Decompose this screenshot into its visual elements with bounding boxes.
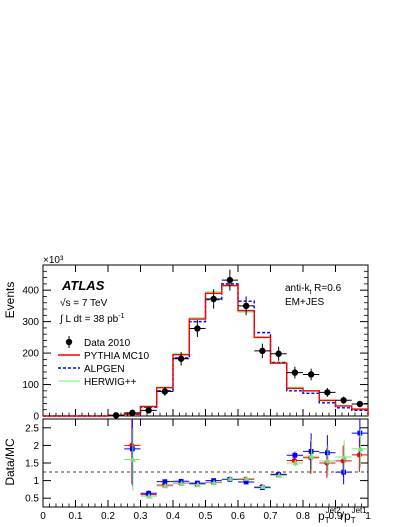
main-y-tick-label: 0 [33,412,39,423]
hist-alpgen [43,283,369,417]
ratio-point [292,452,298,458]
ratio-point [308,453,315,459]
main-y-tick-label: 100 [22,380,39,391]
ratio-point [129,456,136,462]
data-point [194,325,201,332]
ratio-point [178,480,185,486]
ratio-point [259,483,266,489]
jet-algorithm-text: anti-k [285,283,310,294]
legend: Data 2010 PYTHIA MC10 ALPGEN HERWIG++ [58,336,149,388]
x-label-sub: T [325,516,330,525]
data-point [259,347,266,355]
x-label-sup2: Jet1 [352,506,368,515]
ratio-y-tick-label: 2 [33,441,39,452]
ratio-point [243,475,250,481]
luminosity-label: ∫ L dt = 38 pb-1 [59,313,125,325]
ratio-point [324,457,331,464]
main-y-tick-label: 200 [22,349,39,360]
atlas-label: ATLAS [61,278,105,293]
calibration-label: EM+JES [285,297,325,308]
ratio-x-tick-label: 0.9 [329,511,343,522]
x-label-sup: Jet2 [326,506,342,515]
ratio-x-tick-label: 0.8 [296,511,310,522]
ratio-point [357,445,364,452]
ratio-point [276,472,283,478]
hist-pythia-mc10 [43,284,369,417]
main-data-points [108,269,368,419]
data-point [356,400,364,408]
ratio-point [211,478,217,483]
data-point [145,407,152,414]
data-point [340,397,347,404]
ratio-point [243,479,249,485]
data-point [307,371,315,378]
data-point [129,409,136,417]
ratio-x-ticks: 0 0.1 0.2 0.3 0.4 0.5 0.6 0.7 0.8 0.9 1 [40,412,371,522]
data-point [161,388,169,395]
luminosity-exponent: -1 [118,313,124,320]
ratio-y-tick-label: 0.5 [25,494,39,505]
ratio-point [341,454,348,460]
main-panel: 0 100 200 300 400 Events ×10³ ATLAS √s = 7 T… [3,255,369,423]
luminosity-text: ∫ L dt = 38 pb [59,314,119,325]
main-y-tick-label: 400 [22,286,39,297]
ratio-point [194,481,201,487]
ratio-point [227,475,234,482]
ratio-x-tick-label: 0.3 [134,511,148,522]
x-label-slash: /p [341,509,351,523]
legend-label-pythia: PYTHIA MC10 [84,351,149,362]
ratio-x-tick-label: 0.2 [101,511,115,522]
ratio-x-tick-label: 0.1 [69,511,83,522]
ratio-y-tick-label: 2.5 [25,423,39,434]
data-point [291,369,299,376]
ratio-x-tick-label: 0.7 [264,511,278,522]
ratio-x-tick-label: 0 [40,511,46,522]
data-point [324,389,331,396]
energy-label: √s = 7 TeV [60,297,108,309]
y-axis-label: Events [3,282,17,319]
legend-label-data: Data 2010 [84,338,131,349]
y-axis-exponent: ×10³ [43,255,64,266]
ratio-x-tick-label: 0.5 [199,511,213,522]
data-point [242,302,250,310]
data-point [177,355,185,362]
ratio-point [162,479,168,485]
x-label-p: p [318,509,325,523]
ratio-y-axis-label: Data/MC [3,438,17,486]
main-y-tick-label: 300 [22,317,39,328]
ratio-panel: 0.5 1 1.5 2 2.5 0 0.1 0.2 0.3 0.4 0.5 0.6 0.7 0.8 0.9… [3,412,371,525]
data-point [210,295,217,303]
ratio-x-tick-label: 0.6 [231,511,245,522]
ratio-x-tick-label: 0.4 [166,511,180,522]
ratio-points [124,419,368,499]
ratio-point [211,479,218,486]
legend-label-alpgen: ALPGEN [84,364,125,375]
ratio-y-tick-label: 1.5 [25,459,39,470]
data-point [226,276,234,284]
ratio-point [178,478,184,484]
main-histograms [43,283,369,417]
ratio-y-tick-label: 1 [33,476,39,487]
data-point [275,350,282,357]
jet-algorithm-subscript: t [309,289,311,296]
x-axis-label: pTJet2/pTJet1 [318,506,367,525]
ratio-x-tick-label: 1 [365,511,371,522]
jet-algorithm-radius: R=0.6 [311,283,341,294]
ratio-point [146,493,153,499]
ratio-point [162,482,169,489]
ratio-point [146,490,152,496]
data-point [112,412,120,419]
legend-label-herwig: HERWIG++ [84,377,137,388]
ratio-y-ticks: 0.5 1 1.5 2 2.5 [25,423,368,505]
jet-algorithm-label: anti-kt R=0.6 [285,283,342,296]
ratio-point [292,460,299,466]
x-label-sub2: T [351,516,356,525]
main-y-ticks: 0 100 200 300 400 [22,265,369,423]
